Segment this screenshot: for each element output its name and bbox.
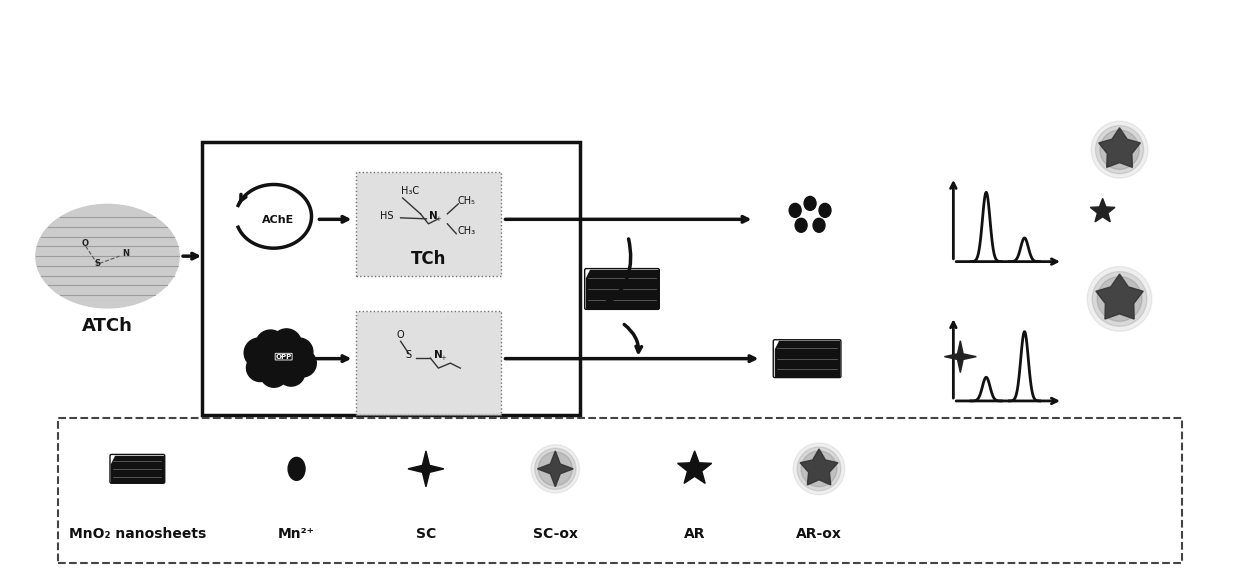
Circle shape	[1095, 126, 1143, 174]
Text: Mn²⁺: Mn²⁺	[278, 527, 315, 541]
Ellipse shape	[795, 218, 807, 232]
Circle shape	[275, 345, 298, 368]
Circle shape	[289, 349, 316, 377]
Polygon shape	[677, 451, 712, 483]
Text: O: O	[82, 239, 89, 248]
Text: H₃C: H₃C	[402, 186, 419, 196]
Polygon shape	[775, 341, 839, 376]
Circle shape	[265, 345, 294, 372]
Polygon shape	[537, 451, 573, 486]
Text: N: N	[429, 211, 438, 221]
Ellipse shape	[789, 203, 801, 218]
Text: +: +	[440, 355, 446, 361]
Circle shape	[278, 359, 305, 386]
FancyBboxPatch shape	[356, 171, 501, 276]
Circle shape	[255, 330, 285, 360]
Ellipse shape	[288, 457, 305, 480]
Text: OPP: OPP	[275, 353, 291, 360]
Text: S: S	[94, 259, 100, 268]
Circle shape	[1100, 130, 1140, 170]
Circle shape	[272, 329, 301, 359]
Polygon shape	[945, 341, 976, 372]
Text: CH₅: CH₅	[458, 196, 475, 206]
Text: TCh: TCh	[410, 250, 446, 268]
Circle shape	[797, 447, 841, 490]
FancyBboxPatch shape	[58, 419, 1182, 562]
Circle shape	[244, 338, 274, 368]
Circle shape	[1092, 272, 1147, 326]
Ellipse shape	[804, 196, 816, 210]
Polygon shape	[587, 270, 657, 308]
Text: AChE: AChE	[262, 215, 294, 226]
Text: HS: HS	[379, 211, 393, 221]
Circle shape	[285, 338, 312, 365]
Polygon shape	[112, 456, 164, 482]
Ellipse shape	[36, 204, 179, 308]
Text: SC-ox: SC-ox	[533, 527, 578, 541]
Text: S: S	[405, 350, 412, 360]
Circle shape	[1091, 121, 1148, 178]
FancyBboxPatch shape	[356, 311, 501, 415]
Text: AR: AR	[684, 527, 706, 541]
Circle shape	[538, 452, 573, 486]
Polygon shape	[800, 449, 838, 485]
Circle shape	[247, 354, 274, 381]
Ellipse shape	[820, 203, 831, 218]
Circle shape	[1087, 267, 1152, 331]
Polygon shape	[1099, 128, 1141, 167]
Text: MnO₂ nanosheets: MnO₂ nanosheets	[68, 527, 206, 541]
Text: ATCh: ATCh	[82, 317, 133, 335]
Text: N: N	[434, 350, 443, 360]
Polygon shape	[408, 451, 444, 486]
Circle shape	[801, 451, 837, 486]
Circle shape	[794, 443, 844, 494]
Polygon shape	[1090, 199, 1115, 222]
Text: CH₃: CH₃	[458, 226, 475, 236]
Circle shape	[531, 445, 579, 493]
Circle shape	[260, 360, 288, 387]
Text: +: +	[435, 216, 441, 222]
Polygon shape	[1096, 274, 1143, 319]
Text: AR-ox: AR-ox	[796, 527, 842, 541]
Circle shape	[1097, 276, 1142, 321]
Ellipse shape	[813, 218, 825, 232]
Text: N: N	[122, 249, 129, 258]
Text: O: O	[397, 330, 404, 340]
FancyBboxPatch shape	[202, 142, 580, 415]
Text: SC: SC	[415, 527, 436, 541]
Circle shape	[534, 448, 575, 489]
